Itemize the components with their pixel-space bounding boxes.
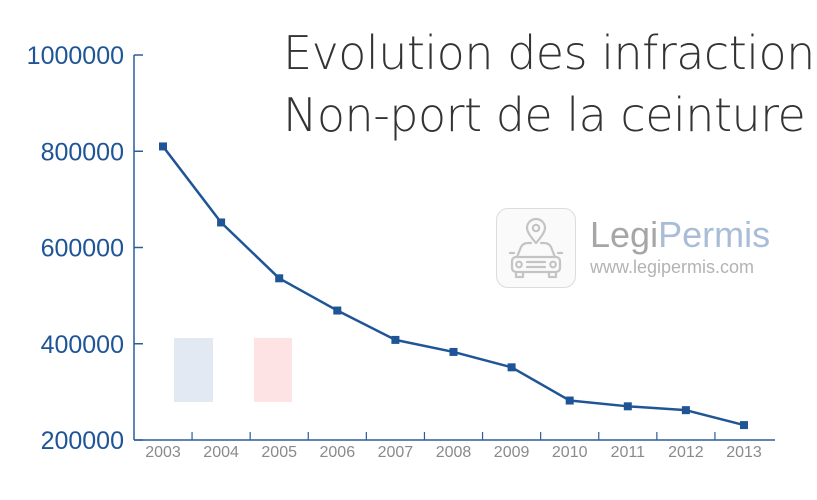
- x-axis-ticks: 2003 2004 2005 2006 2007 2008 2009 2010 2011 2012…: [145, 432, 762, 461]
- x-tick-label: 2003: [145, 444, 181, 461]
- x-tick-label: 2004: [203, 444, 239, 461]
- series-line: [162, 145, 745, 427]
- y-tick-label: 800000: [41, 138, 124, 166]
- x-tick-label: 2011: [611, 444, 646, 461]
- chart-title: Evolution des infractions: [283, 26, 817, 80]
- flag-blue-panel: [174, 338, 213, 402]
- y-axis-ticks: 200000 400000 600000 800000 1000000: [27, 42, 143, 455]
- data-point: [507, 363, 516, 372]
- brand-name: LegiPermis: [590, 214, 770, 256]
- data-point: [449, 347, 458, 356]
- flag-red-panel: [254, 338, 292, 402]
- data-point: [681, 406, 690, 415]
- data-point: [740, 421, 748, 430]
- x-tick-label: 2010: [552, 444, 588, 461]
- y-tick-label: 200000: [41, 427, 124, 455]
- data-point: [217, 218, 226, 227]
- series: [159, 142, 748, 430]
- x-tick-label: 2013: [726, 444, 762, 461]
- data-point: [623, 402, 632, 411]
- data-point: [333, 306, 342, 315]
- data-point: [391, 335, 400, 344]
- x-tick-label: 2007: [378, 444, 414, 461]
- chart-subtitle: Non-port de la ceinture: [283, 88, 806, 142]
- x-tick-label: 2012: [668, 444, 704, 461]
- y-tick-label: 400000: [41, 331, 124, 359]
- data-point: [275, 274, 284, 283]
- x-tick-label: 2009: [494, 444, 530, 461]
- data-point: [159, 142, 167, 151]
- brand-name-part2: Permis: [658, 214, 771, 255]
- brand-name-part1: Legi: [590, 214, 659, 255]
- x-tick-label: 2005: [261, 444, 297, 461]
- data-point: [565, 396, 574, 405]
- brand-url: www.legipermis.com: [590, 257, 755, 277]
- y-tick-label: 600000: [41, 235, 124, 263]
- y-tick-label: 1000000: [27, 42, 124, 70]
- x-tick-label: 2008: [436, 444, 472, 461]
- x-tick-label: 2006: [320, 444, 356, 461]
- car-pin-icon: [496, 208, 576, 288]
- french-flag-decoration: [174, 338, 292, 402]
